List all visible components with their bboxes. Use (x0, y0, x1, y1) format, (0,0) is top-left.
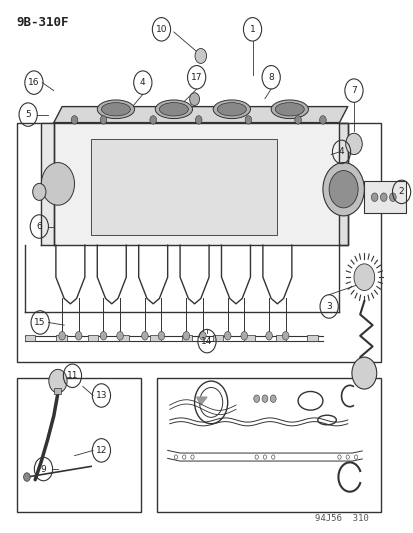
Bar (88, 335, 98, 341)
Circle shape (141, 332, 148, 340)
Circle shape (354, 455, 357, 459)
Circle shape (265, 332, 272, 340)
Polygon shape (339, 123, 347, 245)
Text: 17: 17 (190, 73, 202, 82)
Bar (157, 378, 380, 512)
Circle shape (294, 116, 301, 124)
Bar (56, 335, 66, 341)
Circle shape (41, 163, 74, 205)
Bar (181, 335, 192, 341)
Circle shape (190, 455, 194, 459)
Ellipse shape (275, 102, 304, 116)
Circle shape (389, 193, 395, 201)
Bar (119, 335, 129, 341)
Circle shape (183, 332, 189, 340)
Bar (17, 378, 140, 512)
Circle shape (195, 116, 202, 124)
Circle shape (370, 193, 377, 201)
Circle shape (189, 93, 199, 106)
Text: 8: 8 (268, 73, 273, 82)
Bar (244, 335, 254, 341)
Text: 9: 9 (40, 465, 46, 473)
Bar (275, 335, 285, 341)
Text: 4: 4 (338, 148, 344, 156)
Circle shape (271, 455, 274, 459)
Circle shape (263, 455, 266, 459)
Circle shape (195, 49, 206, 63)
Text: 9B-310F: 9B-310F (17, 16, 69, 29)
Text: 7: 7 (350, 86, 356, 95)
Bar (25, 335, 35, 341)
Circle shape (199, 332, 206, 340)
Circle shape (224, 332, 230, 340)
Polygon shape (41, 123, 54, 245)
Text: 5: 5 (25, 110, 31, 119)
Ellipse shape (101, 102, 130, 116)
Text: 1: 1 (249, 25, 255, 34)
Ellipse shape (271, 100, 308, 118)
Circle shape (319, 116, 325, 124)
Text: 4: 4 (140, 78, 145, 87)
Text: 16: 16 (28, 78, 40, 87)
Circle shape (351, 357, 376, 389)
Circle shape (253, 395, 259, 402)
Ellipse shape (155, 100, 192, 118)
Circle shape (59, 332, 65, 340)
Circle shape (71, 116, 78, 124)
Text: 10: 10 (155, 25, 167, 34)
Circle shape (322, 163, 363, 216)
Circle shape (282, 332, 288, 340)
Bar (213, 335, 223, 341)
Ellipse shape (217, 102, 246, 116)
Text: 12: 12 (95, 446, 107, 455)
Text: 13: 13 (95, 391, 107, 400)
Circle shape (270, 395, 275, 402)
Circle shape (328, 171, 357, 208)
Circle shape (345, 133, 361, 155)
Bar (363, 181, 405, 213)
Circle shape (150, 116, 156, 124)
Polygon shape (54, 107, 347, 123)
Bar (17, 123, 380, 362)
Circle shape (380, 193, 386, 201)
Text: 6: 6 (36, 222, 42, 231)
Circle shape (240, 332, 247, 340)
Circle shape (353, 264, 374, 290)
Circle shape (174, 455, 177, 459)
Polygon shape (54, 123, 347, 245)
Text: 2: 2 (398, 188, 404, 196)
Ellipse shape (97, 100, 134, 118)
Circle shape (24, 473, 30, 481)
Circle shape (244, 116, 251, 124)
Text: 3: 3 (325, 302, 331, 311)
Circle shape (100, 332, 107, 340)
Circle shape (345, 455, 349, 459)
Circle shape (182, 455, 185, 459)
Circle shape (75, 332, 82, 340)
Circle shape (261, 395, 267, 402)
Circle shape (158, 332, 164, 340)
Text: 11: 11 (66, 372, 78, 380)
Ellipse shape (213, 100, 250, 118)
Circle shape (100, 116, 107, 124)
Text: 94J56  310: 94J56 310 (314, 514, 368, 523)
Circle shape (337, 455, 340, 459)
Bar (54, 388, 61, 394)
Ellipse shape (159, 102, 188, 116)
Circle shape (254, 455, 258, 459)
Bar (150, 335, 160, 341)
Circle shape (49, 369, 67, 393)
Text: 15: 15 (34, 318, 46, 327)
Circle shape (33, 183, 46, 200)
Polygon shape (196, 397, 206, 405)
Bar (306, 335, 317, 341)
Bar (91, 139, 277, 235)
Text: 14: 14 (201, 337, 212, 345)
Circle shape (116, 332, 123, 340)
